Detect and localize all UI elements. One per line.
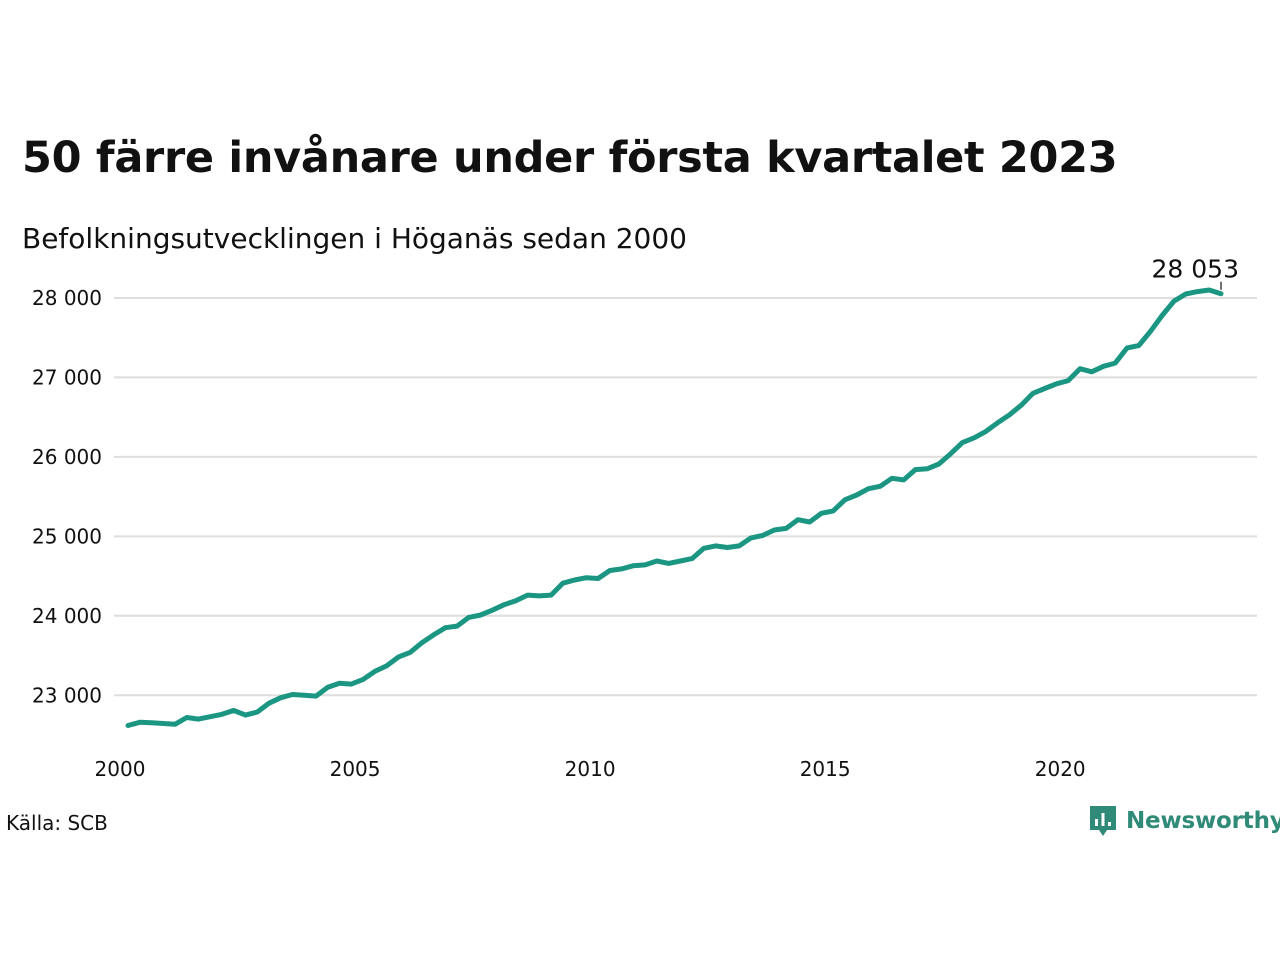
y-axis-tick-labels: 23 000 24 000 25 000 26 000 27 000 28 000 (32, 286, 102, 707)
y-tick-label: 25 000 (32, 524, 102, 548)
chart-title: 50 färre invånare under första kvartalet… (22, 133, 1118, 183)
y-tick-label: 28 000 (32, 286, 102, 310)
newsworthy-logo-icon (1090, 806, 1116, 836)
y-tick-label: 27 000 (32, 365, 102, 389)
x-tick-label: 2015 (800, 757, 851, 781)
brand-logo[interactable]: Newsworthy (1088, 804, 1280, 838)
source-note: Källa: SCB (6, 811, 108, 835)
x-axis-tick-labels: 2000 2005 2010 2015 2020 (95, 757, 1086, 781)
end-value-label: 28 053 (1152, 255, 1239, 284)
y-tick-label: 24 000 (32, 604, 102, 628)
annotation-layer: 28 053 (1152, 255, 1239, 290)
y-tick-label: 26 000 (32, 445, 102, 469)
x-tick-label: 2010 (565, 757, 616, 781)
gridlines (114, 296, 1257, 697)
x-tick-label: 2005 (330, 757, 381, 781)
brand-name: Newsworthy (1126, 808, 1280, 834)
series-layer (125, 287, 1224, 728)
y-tick-label: 23 000 (32, 683, 102, 707)
x-tick-label: 2020 (1035, 757, 1086, 781)
chart-subtitle: Befolkningsutvecklingen i Höganäs sedan … (22, 222, 687, 255)
series-line (125, 287, 1224, 728)
x-tick-label: 2000 (95, 757, 146, 781)
